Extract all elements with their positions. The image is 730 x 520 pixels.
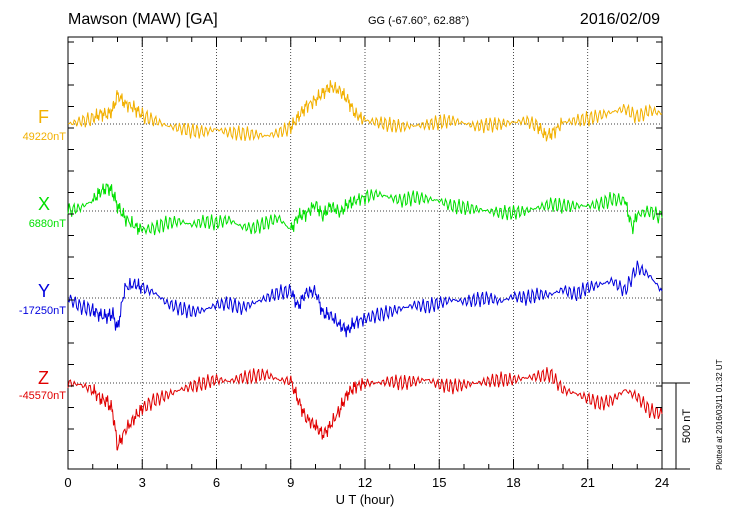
- station-title: Mawson (MAW) [GA]: [68, 11, 218, 28]
- plotted-note: Plotted at 2016/03/11 01:32 UT: [715, 359, 724, 470]
- baselines: [68, 123, 662, 384]
- baseline-label-x: 6880nT: [28, 218, 66, 230]
- series-line-x: [67, 183, 663, 236]
- component-letter-y: Y: [38, 281, 51, 301]
- grid: [141, 37, 589, 469]
- component-letter-x: X: [38, 194, 51, 214]
- x-tick-label: 9: [287, 475, 294, 490]
- y-axis-ticks: [68, 41, 662, 451]
- x-axis-ticks: 0 3 6 9 12 15 18 21 24: [64, 37, 669, 490]
- chart-date: 2016/02/09: [579, 11, 660, 28]
- series-line-y: [67, 260, 663, 338]
- series-lines: [67, 80, 663, 451]
- x-tick-label: 15: [432, 475, 446, 490]
- x-tick-label: 0: [64, 475, 71, 490]
- baseline-label-y: -17250nT: [18, 305, 66, 317]
- scale-bar: 500 nT: [662, 382, 693, 470]
- x-tick-label: 18: [506, 475, 520, 490]
- x-tick-label: 24: [655, 475, 669, 490]
- x-axis-label: U T (hour): [336, 492, 395, 507]
- baseline-label-f: 49220nT: [22, 131, 66, 143]
- station-coords: GG (-67.60°, 62.88°): [368, 15, 470, 27]
- x-tick-label: 12: [358, 475, 372, 490]
- component-letter-f: F: [38, 107, 49, 127]
- x-tick-label: 6: [213, 475, 220, 490]
- x-tick-label: 21: [581, 475, 595, 490]
- baseline-label-z: -45570nT: [18, 390, 66, 402]
- x-tick-label: 3: [139, 475, 146, 490]
- series-line-f: [67, 80, 663, 142]
- series-line-z: [67, 367, 663, 451]
- scale-label: 500 nT: [681, 409, 693, 444]
- component-letter-z: Z: [38, 368, 49, 388]
